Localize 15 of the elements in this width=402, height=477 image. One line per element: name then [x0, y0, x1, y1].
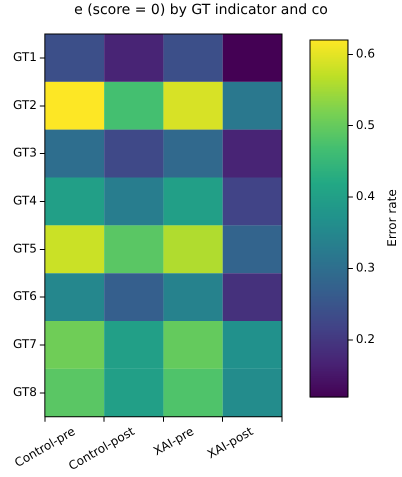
y-tick-label: GT8 [12, 384, 37, 399]
color-bar-label: 0.2 [356, 332, 376, 346]
color-bar-label: 0.6 [356, 46, 376, 60]
y-tick-label: GT5 [12, 241, 37, 256]
y-tick-label: GT6 [12, 289, 37, 304]
y-tick-label: GT1 [12, 50, 37, 64]
y-tick-label: GT7 [12, 337, 37, 352]
y-tick-label: GT4 [12, 194, 37, 208]
chart-title: e (score = 0) by GT indicator and co [73, 2, 329, 18]
color-bar-title: Error rate [385, 189, 399, 247]
color-bar-label: 0.5 [356, 118, 376, 132]
color-bar-label: 0.4 [356, 189, 376, 204]
y-tick-label: GT3 [12, 146, 37, 160]
color-bar-label: 0.3 [356, 260, 376, 275]
y-tick-label: GT2 [12, 98, 37, 112]
